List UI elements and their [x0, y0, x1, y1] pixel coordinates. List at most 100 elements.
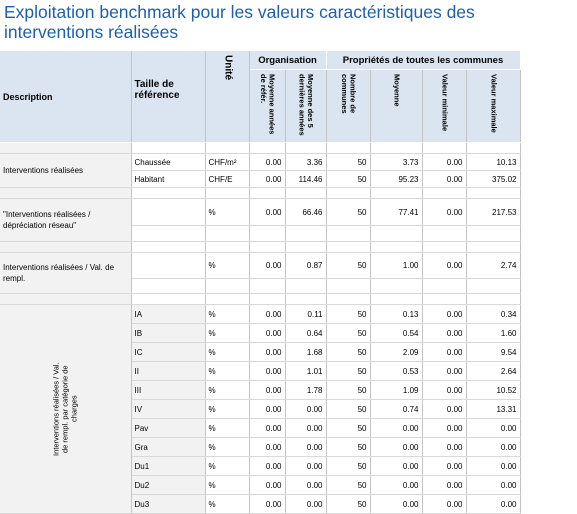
- table-header: Description Taille de référence Unité Or…: [0, 51, 521, 143]
- cell-category-code: Du2: [131, 475, 206, 495]
- cell-min: 0.00: [422, 399, 467, 419]
- cell-unit: %: [205, 380, 250, 400]
- cell-moyenne: 0.00: [370, 494, 423, 514]
- cell-moy-annees: 0.00: [249, 153, 286, 171]
- cell-category-code: IB: [131, 323, 206, 343]
- cell-moyenne: 77.41: [370, 198, 423, 227]
- cell-moyenne: 0.00: [370, 437, 423, 457]
- cell-min: 0.00: [422, 456, 467, 476]
- cell-moy-annees: 0.00: [249, 170, 286, 188]
- table-row: III% 0.00 1.78 50 1.09 0.00 10.52: [0, 380, 521, 400]
- table-row: [0, 187, 521, 199]
- table-row: Interventions réalisées Chaussée CHF/m² …: [0, 153, 521, 188]
- cell-moy-5: 1.78: [285, 380, 327, 400]
- cell-unit: %: [205, 361, 250, 381]
- table-row: [0, 241, 521, 253]
- cell-moy-5: 0.87: [285, 252, 327, 279]
- cell-moy-annees: 0.00: [249, 198, 286, 227]
- table-row: IC% 0.00 1.68 50 2.09 0.00 9.54: [0, 342, 521, 362]
- cell-min: 0.00: [422, 361, 467, 381]
- table-row: IB% 0.00 0.64 50 0.54 0.00 1.60: [0, 323, 521, 343]
- cell-moyenne: 0.00: [370, 475, 423, 495]
- cell-max: 0.00: [466, 475, 521, 495]
- cell-moyenne: 0.53: [370, 361, 423, 381]
- cell-moy-5: 0.00: [285, 494, 327, 514]
- cell-moy-5: 66.46: [285, 198, 327, 227]
- table-row: "Interventions réalisées / dépréciation …: [0, 198, 521, 242]
- cell-moy-5: 3.36: [285, 153, 327, 171]
- cell-moyenne: 95.23: [370, 170, 423, 188]
- cell-unit: %: [205, 342, 250, 362]
- cell-nombre: 50: [326, 475, 371, 495]
- cell-moyenne: 3.73: [370, 153, 423, 171]
- cell-moy-5: 0.00: [285, 418, 327, 438]
- table-row: [0, 225, 521, 242]
- cell-max: 9.54: [466, 342, 521, 362]
- benchmark-table-container: Description Taille de référence Unité Or…: [0, 51, 577, 514]
- cell-unit: %: [205, 304, 250, 324]
- cell-unit: %: [205, 399, 250, 419]
- cell-min: 0.00: [422, 170, 467, 188]
- cell-nombre: 50: [326, 198, 371, 227]
- row-description: Interventions réalisées: [0, 153, 132, 188]
- cell-moy-5: 1.68: [285, 342, 327, 362]
- row-description: "Interventions réalisées / dépréciation …: [0, 198, 132, 242]
- cell-category-code: III: [131, 380, 206, 400]
- cell-moyenne: 0.13: [370, 304, 423, 324]
- cell-nombre: 50: [326, 252, 371, 279]
- cell-min: 0.00: [422, 418, 467, 438]
- cell-moy-5: 0.00: [285, 456, 327, 476]
- table-row: [0, 142, 521, 154]
- cell-moy-annees: 0.00: [249, 252, 286, 279]
- cell-unit: CHF/E: [205, 170, 250, 188]
- header-moyenne: Moyenne: [370, 69, 423, 143]
- cell-moyenne: 2.09: [370, 342, 423, 362]
- cell-moy-annees: 0.00: [249, 456, 286, 476]
- cell-max: 0.00: [466, 437, 521, 457]
- cell-moyenne: 0.74: [370, 399, 423, 419]
- cell-category-code: Pav: [131, 418, 206, 438]
- cell-unit: %: [205, 418, 250, 438]
- cell-moy-annees: 0.00: [249, 323, 286, 343]
- cell-ref: [131, 252, 206, 279]
- table-row: Interventions réalisées / Val. de rempl.…: [0, 252, 521, 294]
- cell-min: 0.00: [422, 153, 467, 171]
- cell-moyenne: 0.00: [370, 418, 423, 438]
- cell-category-code: IA: [131, 304, 206, 324]
- cell-min: 0.00: [422, 304, 467, 324]
- cell-moy-5: 0.00: [285, 437, 327, 457]
- cell-nombre: 50: [326, 323, 371, 343]
- cell-unit: %: [205, 494, 250, 514]
- table-row: [0, 293, 521, 305]
- cell-moy-annees: 0.00: [249, 399, 286, 419]
- header-taille: Taille de référence: [131, 51, 206, 143]
- cell-unit: CHF/m²: [205, 153, 250, 171]
- cell-unit: %: [205, 252, 250, 279]
- cell-unit: %: [205, 323, 250, 343]
- cell-moy-annees: 0.00: [249, 475, 286, 495]
- cell-moy-annees: 0.00: [249, 304, 286, 324]
- cell-nombre: 50: [326, 342, 371, 362]
- cell-category-code: II: [131, 361, 206, 381]
- cell-max: 1.60: [466, 323, 521, 343]
- cell-max: 10.13: [466, 153, 521, 171]
- cell-max: 0.00: [466, 456, 521, 476]
- table-body: Interventions réalisées Chaussée CHF/m² …: [0, 142, 521, 514]
- cell-min: 0.00: [422, 198, 467, 227]
- cell-nombre: 50: [326, 304, 371, 324]
- cell-nombre: 50: [326, 437, 371, 457]
- cell-max: 2.64: [466, 361, 521, 381]
- cell-min: 0.00: [422, 323, 467, 343]
- cell-category-code: Du1: [131, 456, 206, 476]
- cell-moyenne: 1.00: [370, 252, 423, 279]
- cell-max: 217.53: [466, 198, 521, 227]
- header-group-organisation: Organisation: [249, 51, 327, 70]
- header-min: Valeur minimale: [422, 69, 467, 143]
- cell-moy-annees: 0.00: [249, 494, 286, 514]
- cell-moy-annees: 0.00: [249, 361, 286, 381]
- cell-category-code: Gra: [131, 437, 206, 457]
- page-title: Exploitation benchmark pour les valeurs …: [4, 2, 475, 42]
- cell-max: 13.31: [466, 399, 521, 419]
- cell-min: 0.00: [422, 252, 467, 279]
- cell-moy-annees: 0.00: [249, 342, 286, 362]
